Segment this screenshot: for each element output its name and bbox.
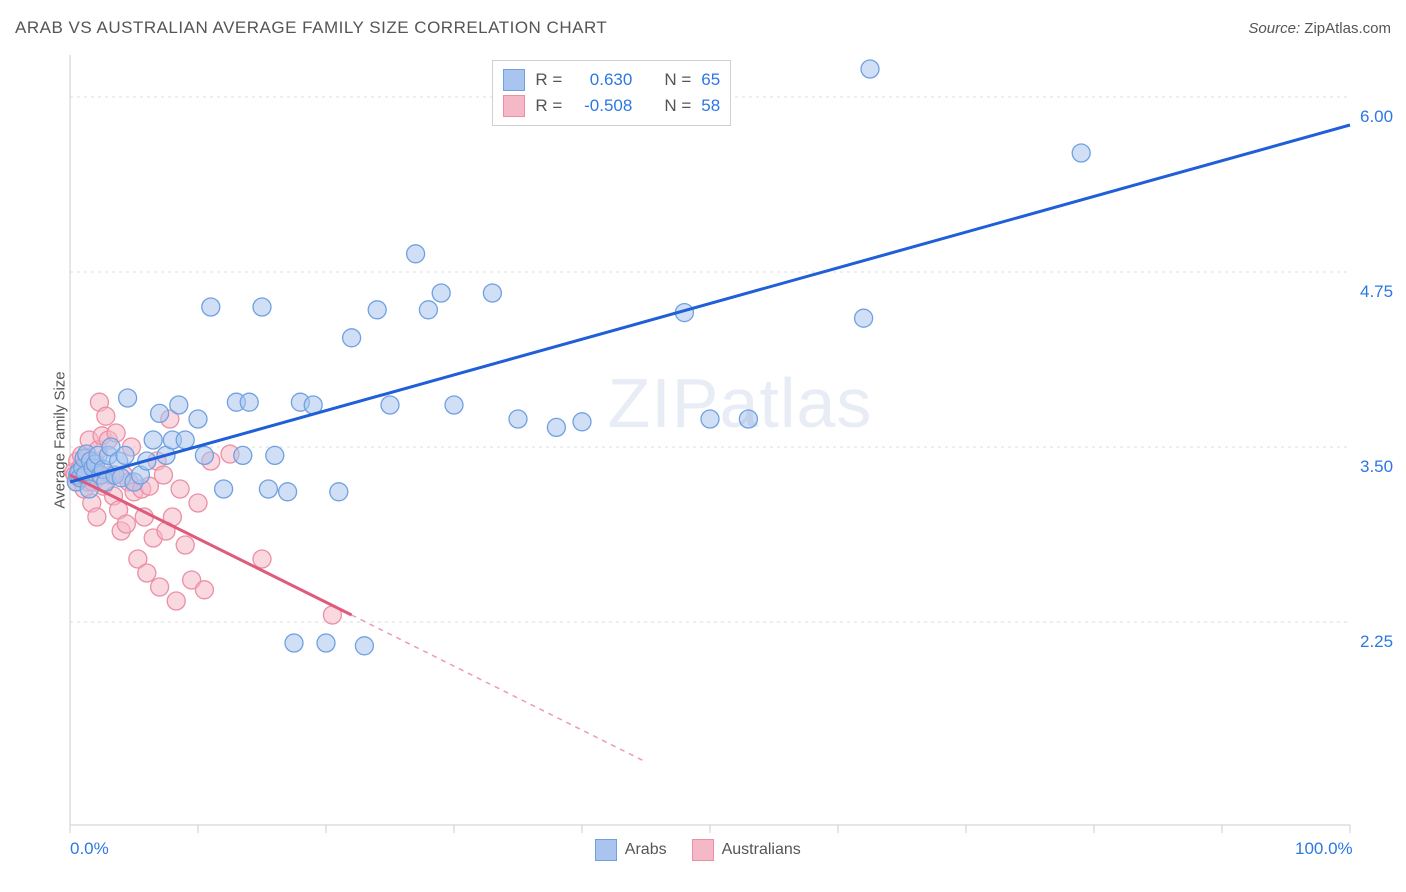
- legend-swatch: [503, 69, 525, 91]
- legend-item: Australians: [692, 839, 801, 861]
- x-axis-start-label: 0.0%: [70, 839, 109, 859]
- n-label: N =: [664, 70, 691, 90]
- y-tick-label: 2.25: [1360, 632, 1393, 652]
- r-value: 0.630: [572, 70, 632, 90]
- chart-area: Average Family Size ZIPatlas R =0.630N =…: [45, 55, 1355, 825]
- y-tick-label: 4.75: [1360, 282, 1393, 302]
- legend-series: Arabs Australians: [595, 839, 801, 861]
- chart-title: ARAB VS AUSTRALIAN AVERAGE FAMILY SIZE C…: [15, 18, 607, 38]
- r-label: R =: [535, 96, 562, 116]
- legend-swatch: [692, 839, 714, 861]
- chart-header: ARAB VS AUSTRALIAN AVERAGE FAMILY SIZE C…: [15, 18, 1391, 38]
- source-value: ZipAtlas.com: [1304, 20, 1391, 37]
- legend-label: Australians: [722, 841, 801, 859]
- r-value: -0.508: [572, 96, 632, 116]
- legend-item: Arabs: [595, 839, 667, 861]
- n-label: N =: [664, 96, 691, 116]
- legend-swatch: [595, 839, 617, 861]
- legend-stats-row: R = 0.630 N = 65: [503, 67, 720, 93]
- legend-label: Arabs: [625, 841, 667, 859]
- chart-source: Source: ZipAtlas.com: [1248, 20, 1391, 37]
- x-axis-end-label: 100.0%: [1295, 839, 1353, 859]
- n-value: 58: [701, 96, 720, 116]
- chart-svg: [45, 55, 1355, 855]
- n-value: 65: [701, 70, 720, 90]
- y-tick-label: 6.00: [1360, 107, 1393, 127]
- legend-stats: R = 0.630 N = 65 R = -0.508 N = 58: [492, 60, 731, 126]
- legend-stats-row: R = -0.508 N = 58: [503, 93, 720, 119]
- r-label: R =: [535, 70, 562, 90]
- legend-swatch: [503, 95, 525, 117]
- y-tick-label: 3.50: [1360, 457, 1393, 477]
- source-label: Source:: [1248, 20, 1300, 37]
